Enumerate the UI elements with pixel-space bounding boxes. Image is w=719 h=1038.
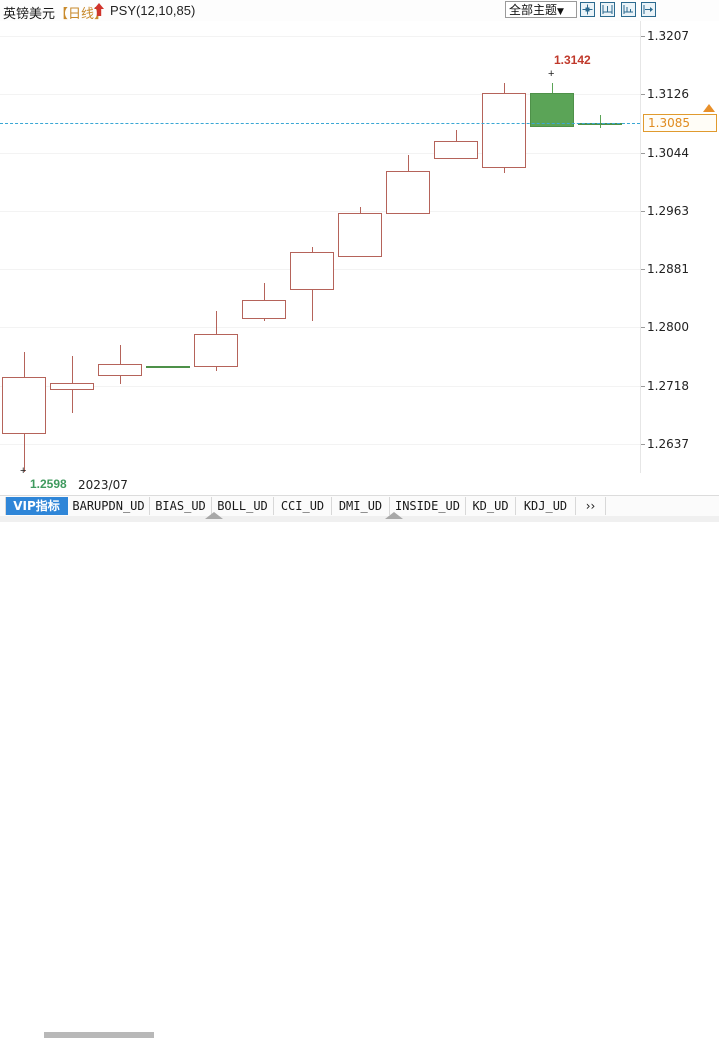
fit-height-tool-icon[interactable] [620, 2, 636, 17]
theme-select-label: 全部主题 [509, 3, 558, 17]
candle-body [290, 252, 334, 290]
indicator-tab-boll-ud[interactable]: BOLL_UD [212, 497, 274, 515]
candlestick [290, 21, 334, 473]
axis-label: 1.3126 [647, 86, 689, 101]
candlestick [338, 21, 382, 473]
low-cross-marker: + [20, 464, 27, 477]
period-label: 【日线】 [55, 7, 108, 22]
high-cross-marker: + [548, 67, 555, 80]
indicator-tab-kdj-ud[interactable]: KDJ_UD [516, 497, 576, 515]
candlestick-plot[interactable]: 1.3142 + 1.2598 + 2023/07 [0, 21, 640, 492]
grid-line [0, 36, 640, 37]
candlestick [242, 21, 286, 473]
indicator-tab-bias-ud[interactable]: BIAS_UD [150, 497, 212, 515]
candlestick [146, 21, 190, 473]
candlestick [530, 21, 574, 473]
grid-line [0, 153, 640, 154]
high-price-annotation: 1.3142 [554, 52, 591, 67]
grid-line [0, 211, 640, 212]
grid-line [0, 386, 640, 387]
indicator-tab-inside-ud[interactable]: INSIDE_UD [390, 497, 466, 515]
candlestick [50, 21, 94, 473]
theme-select[interactable]: 全部主题▼ [505, 1, 577, 18]
candlestick [482, 21, 526, 473]
candle-body [242, 299, 286, 319]
indicator-tab-bar[interactable]: VIP指标 BARUPDN_UD BIAS_UD BOLL_UD CCI_UD DMI_U… [0, 495, 719, 517]
horizontal-scrollbar-thumb[interactable] [44, 1032, 154, 1038]
current-price-line [0, 123, 640, 124]
tab-overflow-button[interactable]: ›› [576, 497, 606, 515]
axis-tick [641, 444, 645, 445]
candle-body [530, 92, 574, 127]
crosshair-tool-icon[interactable] [580, 2, 595, 17]
date-axis-label: 2023/07 [78, 478, 128, 492]
tab-bar-left-stub [0, 497, 6, 515]
grid-line [0, 444, 640, 445]
candlestick [194, 21, 238, 473]
chart-tool-buttons [580, 2, 658, 18]
indicator-tab-vip[interactable]: VIP指标 [6, 497, 68, 515]
indicator-tab-dmi-ud[interactable]: DMI_UD [332, 497, 390, 515]
candle-body [98, 364, 142, 376]
indicator-tab-barupdn-ud[interactable]: BARUPDN_UD [68, 497, 150, 515]
axis-tick [641, 269, 645, 270]
chart-header: 英镑美元 【日线】 PSY(12,10,85) 全部主题▼ [0, 0, 719, 22]
candlestick [434, 21, 478, 473]
candlestick [98, 21, 142, 473]
axis-tick [641, 211, 645, 212]
candle-body [2, 377, 46, 434]
candle-body [50, 382, 94, 391]
axis-tick [641, 386, 645, 387]
up-arrow-icon [92, 2, 106, 18]
candlestick [2, 21, 46, 473]
chevron-down-icon: ▼ [557, 7, 564, 17]
indicator-label: PSY(12,10,85) [110, 3, 196, 18]
current-price-tag: 1.3085 [643, 114, 717, 133]
axis-label: 1.2718 [647, 378, 689, 393]
axis-label: 1.2881 [647, 262, 689, 277]
candle-body [482, 92, 526, 169]
candle-body [338, 212, 382, 257]
symbol-label: 英镑美元 [3, 7, 56, 22]
candlestick [578, 21, 622, 473]
horizontal-scrollbar-track[interactable] [0, 516, 719, 1038]
candle-body [194, 334, 238, 368]
axis-label: 1.2800 [647, 320, 689, 335]
price-axis[interactable]: 1.3207 1.3126 1.3044 1.2963 1.2881 1.2800 1.27… [640, 21, 719, 473]
fit-width-tool-icon[interactable] [600, 2, 616, 17]
grid-line [0, 327, 640, 328]
axis-tick [641, 153, 645, 154]
axis-tick [641, 36, 645, 37]
axis-tick [641, 94, 645, 95]
axis-label: 1.2963 [647, 203, 689, 218]
axis-label: 1.3044 [647, 145, 689, 160]
candle-wick [600, 115, 601, 129]
candle-body [434, 141, 478, 160]
candle-body [146, 366, 190, 369]
current-price-marker-icon [703, 104, 715, 113]
grid-line [0, 94, 640, 95]
candlestick [386, 21, 430, 473]
axis-label: 1.2637 [647, 436, 689, 451]
indicator-tab-kd-ud[interactable]: KD_UD [466, 497, 516, 515]
candle-body [386, 171, 430, 215]
axis-tick [641, 327, 645, 328]
scroll-up-arrow-icon-2[interactable] [385, 512, 403, 519]
axis-label: 1.3207 [647, 29, 689, 44]
indicator-tab-cci-ud[interactable]: CCI_UD [274, 497, 332, 515]
scroll-up-arrow-icon[interactable] [205, 512, 223, 519]
low-price-annotation: 1.2598 [30, 476, 67, 491]
scroll-right-tool-icon[interactable] [641, 2, 657, 17]
